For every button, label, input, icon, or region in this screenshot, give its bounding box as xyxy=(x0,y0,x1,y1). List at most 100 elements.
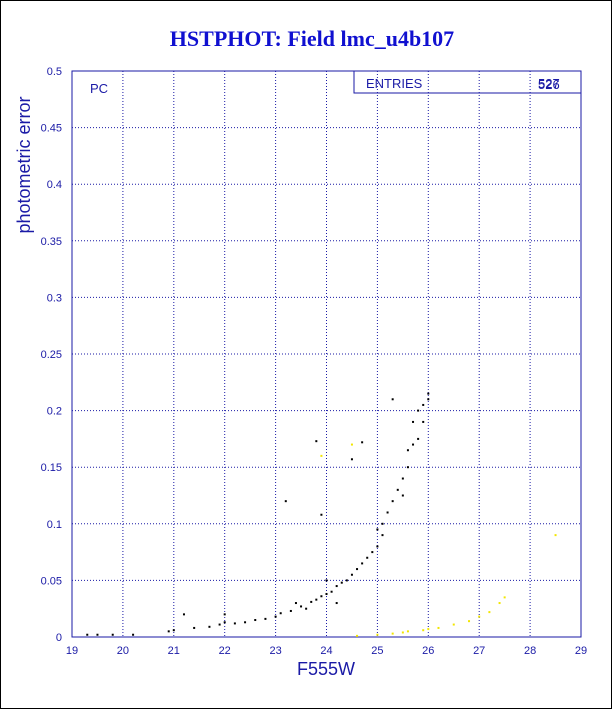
x-tick-label: 23 xyxy=(269,645,281,657)
point xyxy=(320,595,323,598)
point xyxy=(233,622,236,625)
point xyxy=(401,631,404,634)
point xyxy=(350,573,353,576)
point xyxy=(503,596,506,599)
point xyxy=(223,621,226,624)
point xyxy=(412,420,415,423)
point xyxy=(401,494,404,497)
point xyxy=(310,600,313,603)
point xyxy=(305,607,308,610)
point xyxy=(417,437,420,440)
point xyxy=(356,568,359,571)
y-tick-label: 0.15 xyxy=(41,462,62,474)
x-tick-label: 19 xyxy=(66,645,78,657)
point xyxy=(325,579,328,582)
point xyxy=(366,556,369,559)
point xyxy=(406,630,409,633)
point xyxy=(488,611,491,614)
point xyxy=(406,449,409,452)
point xyxy=(468,620,471,623)
stats-value: 527 xyxy=(538,76,560,91)
y-tick-label: 0 xyxy=(56,632,62,644)
point xyxy=(417,409,420,412)
y-tick-label: 0.4 xyxy=(47,179,62,191)
x-tick-label: 28 xyxy=(524,645,536,657)
point xyxy=(391,500,394,503)
point xyxy=(335,585,338,588)
point xyxy=(167,630,170,633)
y-tick-label: 0.5 xyxy=(47,66,62,78)
point xyxy=(315,598,318,601)
point xyxy=(182,613,185,616)
point xyxy=(264,617,267,620)
point xyxy=(422,403,425,406)
x-tick-label: 27 xyxy=(473,645,485,657)
point xyxy=(350,458,353,461)
y-tick-label: 0.2 xyxy=(47,406,62,418)
y-tick-label: 0.05 xyxy=(41,575,62,587)
point xyxy=(274,615,277,618)
point xyxy=(320,513,323,516)
point xyxy=(478,615,481,618)
point xyxy=(376,633,379,636)
point xyxy=(427,392,430,395)
point xyxy=(96,633,99,636)
y-tick-label: 0.35 xyxy=(41,236,62,248)
annotation: PC xyxy=(90,81,108,96)
point xyxy=(427,628,430,631)
point xyxy=(345,579,348,582)
x-tick-label: 22 xyxy=(219,645,231,657)
point xyxy=(223,613,226,616)
x-tick-label: 26 xyxy=(422,645,434,657)
point xyxy=(361,441,364,444)
stats-value: 526 xyxy=(538,77,560,92)
point xyxy=(193,626,196,629)
point xyxy=(315,440,318,443)
chart-title: HSTPHOT: Field lmc_u4b107 xyxy=(170,26,454,51)
point xyxy=(376,528,379,531)
point xyxy=(294,602,297,605)
point xyxy=(381,522,384,525)
point xyxy=(340,581,343,584)
x-tick-label: 21 xyxy=(168,645,180,657)
point xyxy=(284,500,287,503)
point xyxy=(254,619,257,622)
y-tick-label: 0.25 xyxy=(41,349,62,361)
point xyxy=(427,398,430,401)
point xyxy=(401,477,404,480)
point xyxy=(356,634,359,637)
point xyxy=(391,398,394,401)
point xyxy=(132,633,135,636)
plot-frame xyxy=(71,70,582,638)
y-axis-label: photometric error xyxy=(14,96,34,233)
point xyxy=(172,629,175,632)
point xyxy=(371,551,374,554)
point xyxy=(350,443,353,446)
y-tick-label: 0.1 xyxy=(47,519,62,531)
point xyxy=(554,534,557,537)
point xyxy=(381,534,384,537)
point xyxy=(218,623,221,626)
point xyxy=(396,488,399,491)
point xyxy=(498,602,501,605)
point xyxy=(208,625,211,628)
point xyxy=(437,626,440,629)
point xyxy=(406,466,409,469)
point xyxy=(244,621,247,624)
point xyxy=(412,443,415,446)
x-tick-label: 29 xyxy=(575,645,587,657)
point xyxy=(325,592,328,595)
x-tick-label: 24 xyxy=(320,645,332,657)
point xyxy=(452,623,455,626)
point xyxy=(279,612,282,615)
y-tick-label: 0.45 xyxy=(41,123,62,135)
point xyxy=(422,420,425,423)
point xyxy=(289,609,292,612)
point xyxy=(111,633,114,636)
x-axis-label: F555W xyxy=(297,659,355,679)
point xyxy=(422,629,425,632)
y-tick-label: 0.3 xyxy=(47,292,62,304)
x-tick-label: 25 xyxy=(371,645,383,657)
x-tick-label: 20 xyxy=(117,645,129,657)
